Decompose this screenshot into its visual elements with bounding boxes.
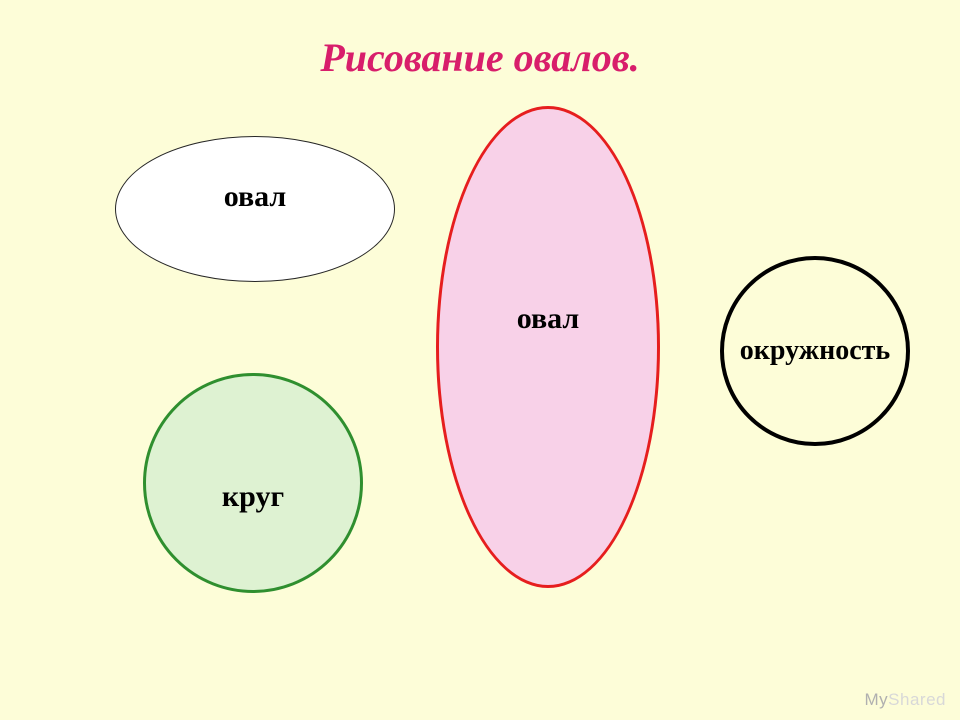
watermark: MyShared: [865, 690, 947, 710]
shape-label-circle-filled: круг: [222, 480, 284, 514]
watermark-prefix: My: [865, 690, 889, 709]
shape-oval-horizontal: овал: [115, 136, 395, 282]
shape-label-circle-outline: окружность: [740, 335, 890, 367]
diagram-canvas: Рисование овалов. овал овал круг окружно…: [0, 0, 960, 720]
shape-label-oval2: овал: [517, 302, 580, 336]
diagram-title: Рисование овалов.: [0, 34, 960, 81]
shape-circle-outline: окружность: [720, 256, 910, 446]
shape-oval-vertical: овал: [436, 106, 660, 588]
watermark-suffix: Shared: [888, 690, 946, 709]
shape-circle-filled: круг: [143, 373, 363, 593]
shape-label-oval1: овал: [224, 180, 287, 214]
